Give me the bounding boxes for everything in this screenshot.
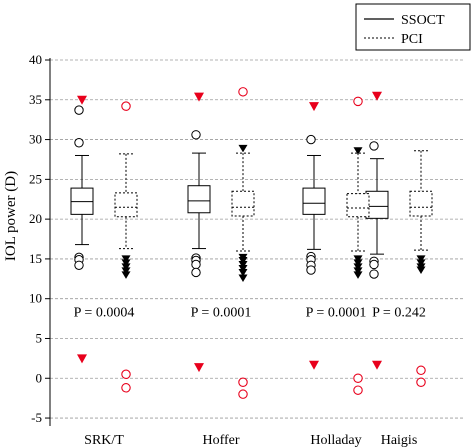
y-tick-label: 5 [36,330,43,345]
box-iqr [187,185,211,214]
red-triangle-marker [372,360,382,370]
box-plot-marks [70,105,433,283]
red-circle-marker [353,373,363,384]
p-value-label: P = 0.0001 [191,306,252,321]
outlier-triangle [121,259,131,267]
y-tick-label: 35 [29,92,42,107]
box-pci-1 [231,144,255,283]
box-pci-2 [346,147,370,279]
outlier-triangle [353,267,363,275]
outlier-circle [191,130,201,140]
red-circle-marker [416,377,426,387]
outlier-circle [369,141,379,151]
box-iqr [302,187,326,215]
x-tick-label: Hoffer [202,433,239,448]
red-circle-marker [353,385,363,395]
x-tick-label: Holladay [310,433,361,448]
p-value-label: P = 0.242 [372,306,426,321]
outlier-triangle [353,147,363,155]
box-iqr [231,190,255,217]
axes: -5 0 5 10 15 20 25 30 35 40 [29,52,51,426]
box-ssoct-3 [365,141,389,279]
outlier-triangle [238,268,248,277]
red-circle-marker [121,383,131,393]
red-circle-marker [238,389,248,399]
outlier-triangle [353,259,363,267]
outlier-triangle [121,267,131,275]
outlier-triangle [121,263,131,271]
red-triangle-marker [194,363,204,373]
red-circle-marker [238,377,248,387]
outlier-circle [74,138,84,148]
box-pci-0 [114,153,138,279]
outlier-triangle [238,264,248,273]
red-circle-marker [121,101,131,111]
red-markers [77,87,426,399]
red-triangle-marker [77,354,87,364]
legend-box [355,3,471,51]
outlier-triangle [353,263,363,271]
outlier-triangle [238,274,248,283]
legend: SSOCT PCI [355,3,471,51]
box-iqr [409,190,433,217]
outlier-circle [306,265,316,275]
outlier-triangle [238,144,248,153]
outlier-triangle [416,266,426,275]
outlier-triangle [416,255,426,263]
outlier-triangle [238,260,248,269]
outlier-triangle [353,271,363,279]
box-ssoct-0 [70,105,94,270]
y-tick-label: 20 [29,211,42,226]
p-value-label: P = 0.0004 [74,306,135,321]
p-value-label: P = 0.0001 [306,306,367,321]
red-triangle-marker [194,92,204,102]
outlier-triangle [353,255,363,263]
outlier-circle [191,267,201,278]
y-tick-label: 0 [36,370,43,385]
outlier-circle [191,259,201,270]
outlier-triangle [238,257,248,265]
legend-label-pci: PCI [401,32,423,47]
red-circle-marker [121,369,131,380]
x-tick-label: Haigis [381,433,418,448]
p-value-labels: P = 0.0004 P = 0.0001 P = 0.0001 P = 0.242 [74,306,426,321]
red-triangle-marker [77,95,87,105]
red-circle-marker [416,365,426,376]
box-iqr [346,193,370,218]
y-tick-label: 15 [29,251,42,266]
box-ssoct-2 [302,134,326,275]
red-circle-marker [353,96,363,107]
box-pci-3 [409,150,433,275]
outlier-circle [306,134,316,145]
legend-label-ssoct: SSOCT [401,13,445,28]
outlier-triangle [416,259,426,267]
red-triangle-marker [372,91,382,101]
outlier-circle [74,260,84,270]
box-iqr [114,192,138,218]
outlier-triangle [121,271,131,279]
y-tick-label: -5 [31,410,42,425]
outlier-circle [74,105,84,115]
y-tick-label: 40 [29,52,42,67]
grid-lines [50,59,464,419]
y-tick-label: 10 [29,291,42,306]
x-tick-labels: SRK/T Hoffer Holladay Haigis [84,433,417,448]
red-circle-marker [238,87,248,97]
outlier-circle [369,259,379,270]
y-tick-label: 30 [29,132,42,147]
x-tick-label: SRK/T [84,433,124,448]
box-ssoct-1 [187,130,211,278]
outlier-triangle [121,255,131,263]
outlier-circle [369,269,379,279]
y-tick-label: 25 [29,171,42,186]
red-triangle-marker [309,102,319,112]
y-axis-label: IOL power (D) [3,171,19,261]
red-triangle-marker [309,360,319,370]
